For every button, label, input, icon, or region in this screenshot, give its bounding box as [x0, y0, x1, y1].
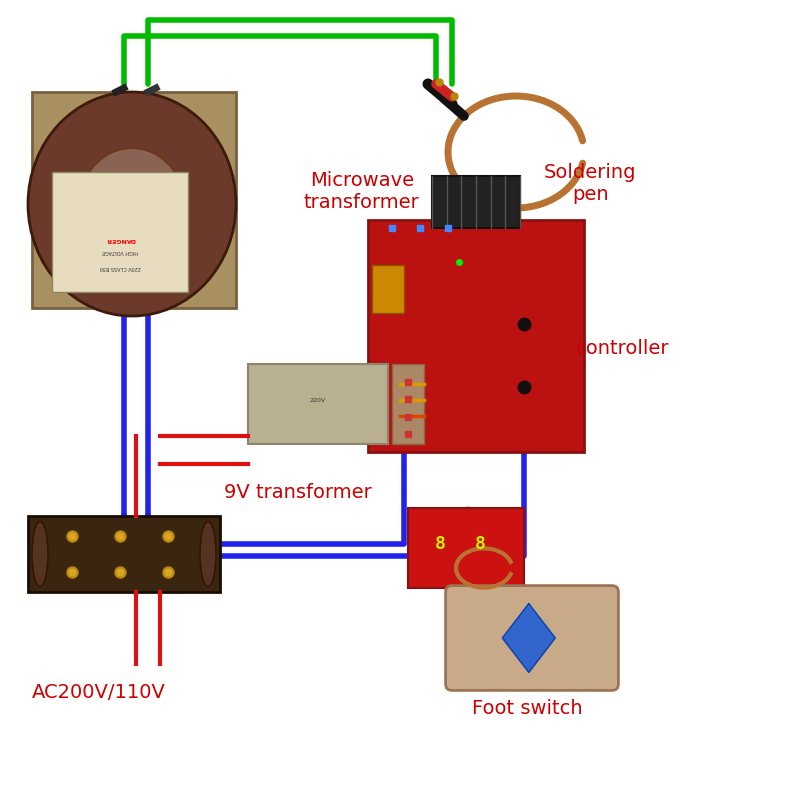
- FancyBboxPatch shape: [432, 176, 520, 228]
- Text: Foot switch: Foot switch: [472, 698, 582, 718]
- FancyBboxPatch shape: [372, 265, 404, 313]
- Text: 8: 8: [435, 535, 446, 553]
- Text: DANGER: DANGER: [105, 238, 135, 242]
- FancyBboxPatch shape: [408, 508, 524, 588]
- Text: 220V CLASS B30: 220V CLASS B30: [99, 266, 141, 270]
- Text: 9V transformer: 9V transformer: [224, 482, 372, 502]
- FancyBboxPatch shape: [52, 172, 188, 292]
- Ellipse shape: [32, 522, 48, 586]
- Text: Microwave
transformer: Microwave transformer: [304, 171, 420, 213]
- Ellipse shape: [200, 522, 216, 586]
- FancyBboxPatch shape: [32, 92, 236, 308]
- Text: 8: 8: [474, 535, 486, 553]
- FancyBboxPatch shape: [248, 364, 388, 444]
- FancyBboxPatch shape: [28, 516, 220, 592]
- Text: HIGH VOLTAGE: HIGH VOLTAGE: [102, 250, 138, 254]
- FancyBboxPatch shape: [368, 220, 584, 452]
- Text: 220V: 220V: [310, 398, 326, 402]
- FancyBboxPatch shape: [446, 586, 618, 690]
- Text: AC200V/110V: AC200V/110V: [32, 682, 166, 702]
- Text: Soldering
pen: Soldering pen: [544, 163, 637, 205]
- FancyBboxPatch shape: [392, 364, 424, 444]
- Polygon shape: [502, 604, 555, 672]
- Ellipse shape: [28, 92, 236, 316]
- Text: controller: controller: [576, 338, 670, 358]
- Ellipse shape: [80, 148, 184, 260]
